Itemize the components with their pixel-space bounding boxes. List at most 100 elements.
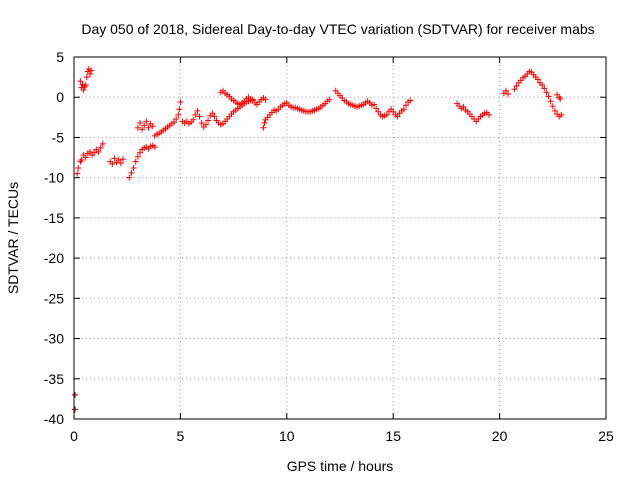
data-point [88,67,95,74]
data-point [383,111,390,118]
data-point [196,113,203,120]
chart-title: Day 050 of 2018, Sidereal Day-to-day VTE… [81,21,594,37]
data-point [373,105,380,112]
data-point [173,115,180,122]
x-tick-label: 10 [279,428,295,444]
y-tick-label: -30 [44,331,64,347]
data-point [132,158,139,165]
data-point [86,148,93,155]
data-point [75,165,82,172]
data-point [97,144,104,151]
data-point [151,144,158,151]
data-point [117,160,124,167]
x-tick-label: 25 [598,428,614,444]
data-point [109,160,116,167]
data-point [171,119,178,126]
data-point [128,169,135,176]
data-point [534,76,541,83]
y-tick-label: 0 [56,89,64,105]
data-point [192,111,199,118]
data-point [111,155,118,162]
data-point [262,96,269,103]
data-point [407,97,414,104]
data-point [460,103,467,110]
y-tick-labels: 5 0 -5 -10 -15 -20 -25 -30 -35 -40 [44,49,64,427]
data-point [143,118,150,125]
data-point [547,98,554,105]
data-point [209,110,216,117]
series-main [74,66,565,181]
data-point [375,108,382,115]
x-axis-label: GPS time / hours [287,458,394,474]
data-point [541,85,548,92]
data-point [205,117,212,124]
data-point [145,124,152,131]
data-point [260,124,267,131]
data-point [91,149,98,156]
data-point [177,99,184,106]
data-point [400,106,407,113]
series-outliers [72,391,79,413]
data-point [119,156,126,163]
data-point [80,86,87,93]
data-point [134,124,141,131]
y-tick-label: -15 [44,210,64,226]
data-point [77,78,84,85]
data-point [545,93,552,100]
data-point [72,406,79,413]
data-point [130,165,137,172]
data-point [134,153,141,160]
data-point [211,113,218,120]
data-point [175,111,182,118]
data-point [557,95,564,102]
axis-ticks [73,56,607,420]
data-point [505,91,512,98]
data-point [141,122,148,129]
data-point [198,119,205,126]
data-point [402,102,409,109]
data-point [190,116,197,123]
data-point [513,82,520,89]
y-tick-label: -25 [44,290,64,306]
y-tick-label: -20 [44,250,64,266]
y-tick-label: -35 [44,371,64,387]
data-point [139,126,146,133]
data-point [115,156,122,163]
data-point [202,121,209,128]
data-point [551,107,558,114]
data-point [558,111,565,118]
y-tick-label: -40 [44,411,64,427]
data-point [371,101,378,108]
data-point [394,113,401,120]
data-point [390,108,397,115]
data-point [83,74,90,81]
data-point [95,148,102,155]
data-point [99,140,106,147]
y-axis-label: SDTVAR / TECUs [5,182,21,294]
data-point [549,103,556,110]
plot-frame [73,56,607,420]
data-point [326,96,333,103]
data-point [82,82,89,89]
x-tick-label: 5 [177,428,185,444]
y-tick-label: -10 [44,170,64,186]
data-point [502,87,509,94]
data-point [176,106,183,113]
x-tick-label: 15 [385,428,401,444]
data-point [485,111,492,118]
data-point [543,89,550,96]
data-point [261,119,268,126]
x-tick-label: 0 [70,428,78,444]
data-point [78,156,85,163]
y-tick-label: -5 [52,129,65,145]
data-point [539,82,546,89]
data-point [74,170,81,177]
data-point [82,154,89,161]
data-point [72,391,79,398]
y-tick-label: 5 [56,49,64,65]
data-point [86,70,93,77]
data-points [72,66,565,413]
grid-lines [74,57,606,419]
data-point [149,123,156,130]
